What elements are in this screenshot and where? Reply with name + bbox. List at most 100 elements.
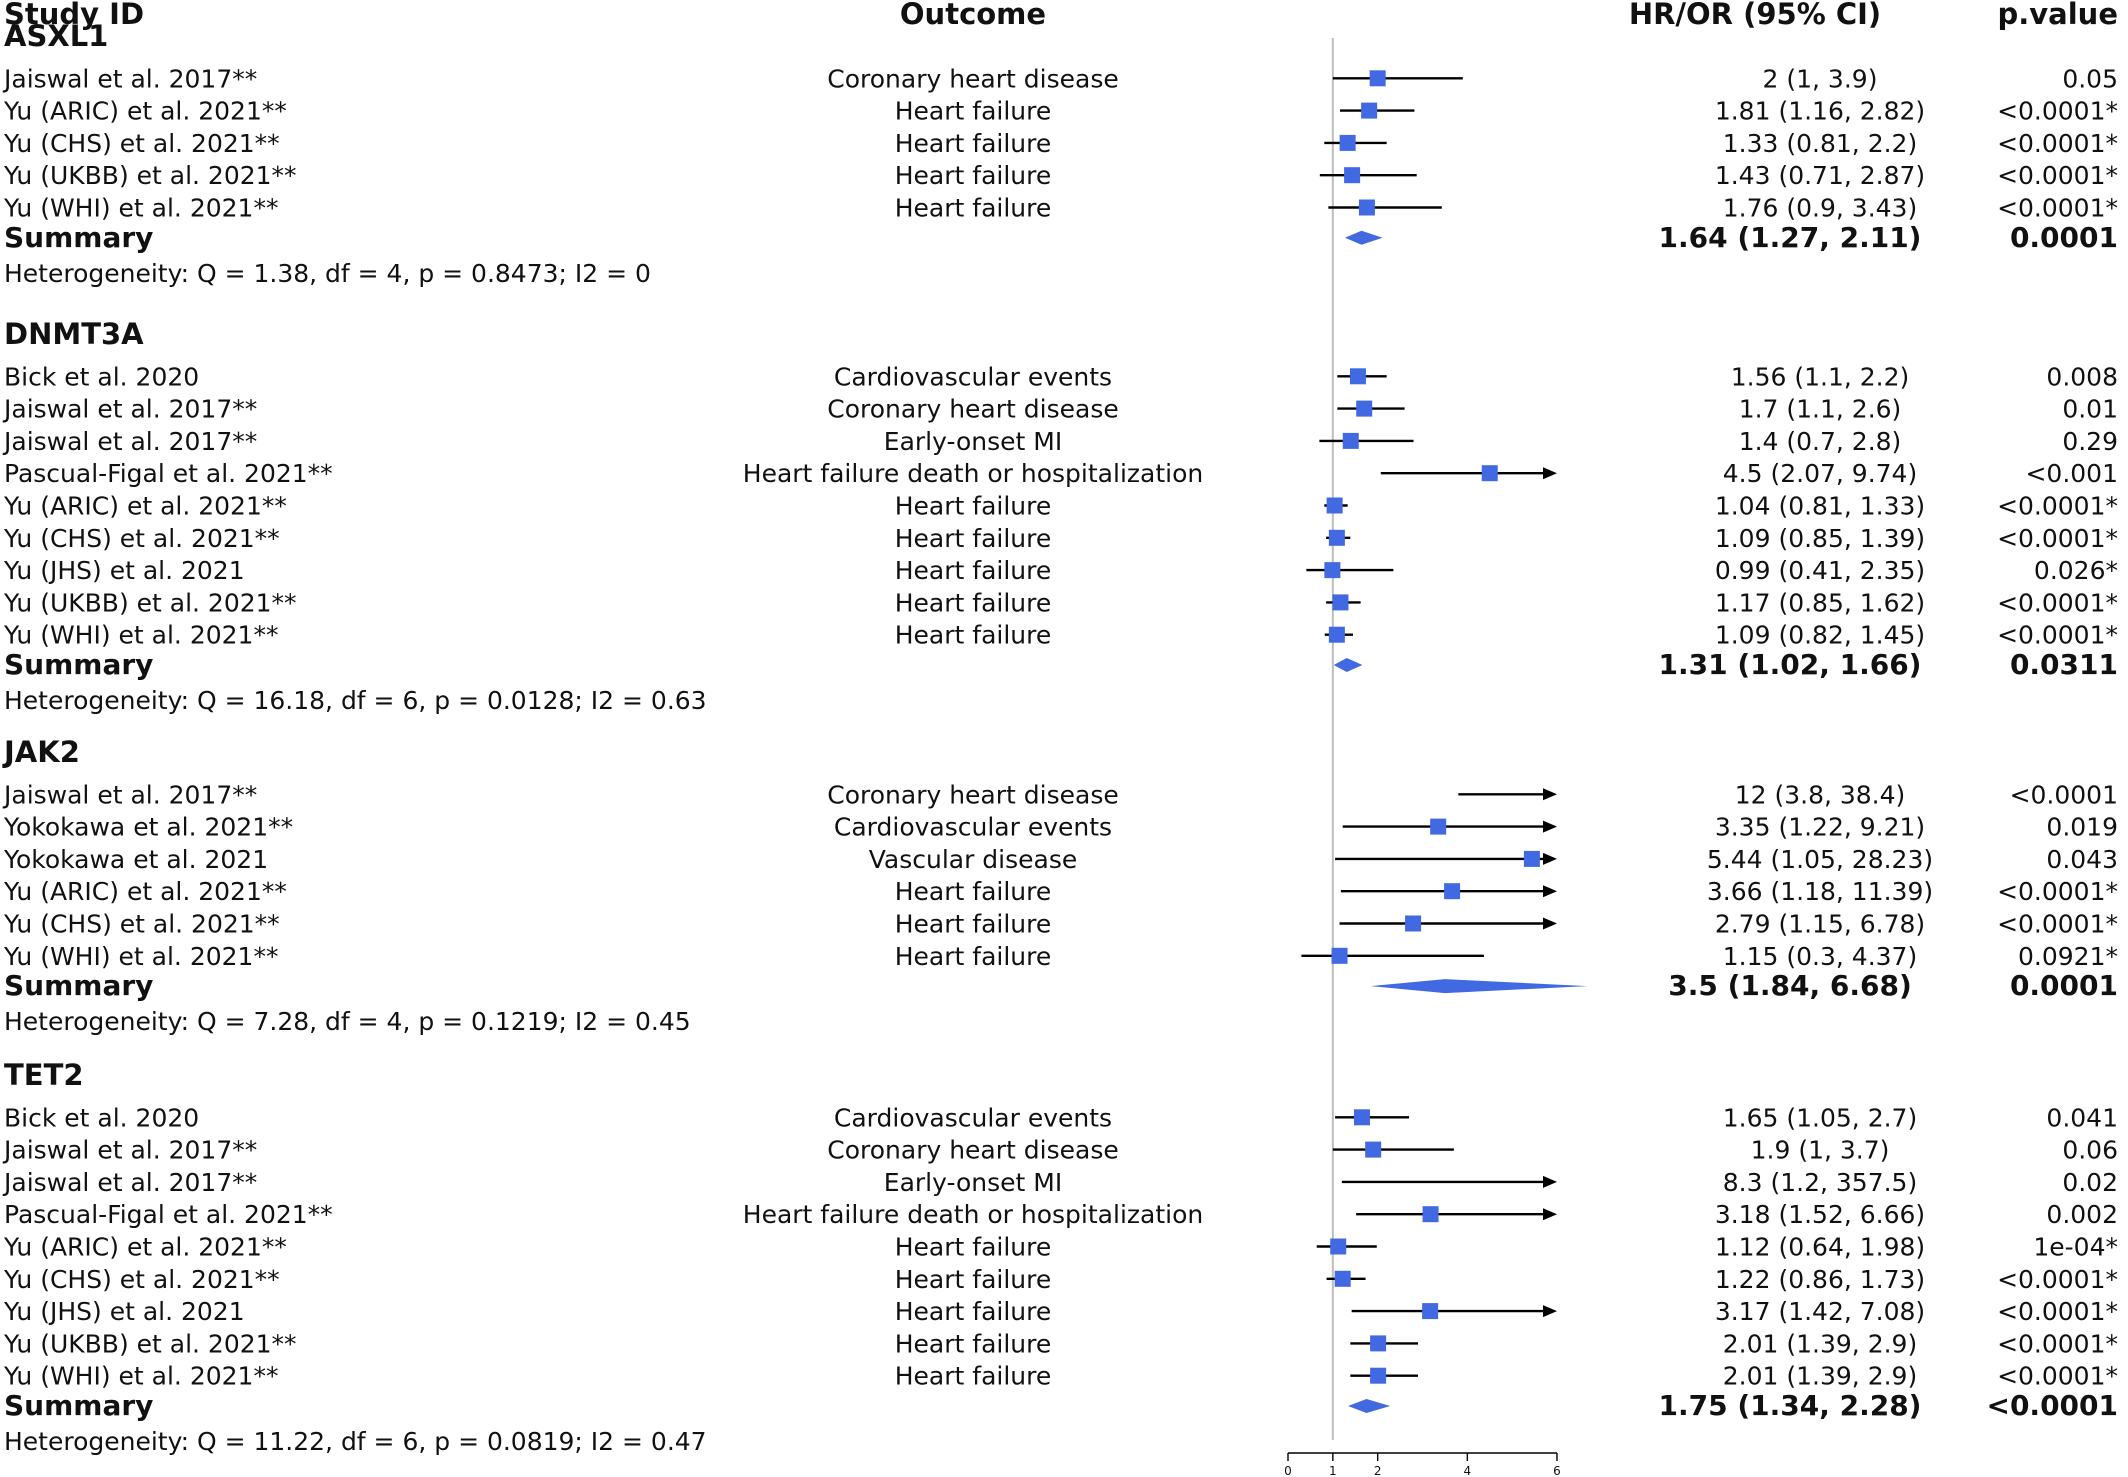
x-axis-tick-label: 0 bbox=[1284, 1464, 1292, 1477]
outcome-label: Heart failure bbox=[895, 910, 1052, 939]
outcome-label: Heart failure death or hospitalization bbox=[743, 459, 1203, 488]
p-value-label: <0.0001* bbox=[1997, 492, 2118, 521]
ci-arrow bbox=[1543, 788, 1557, 801]
ci-arrow bbox=[1543, 467, 1557, 480]
header-study-id: Study ID bbox=[4, 0, 144, 31]
estimate-label: 0.99 (0.41, 2.35) bbox=[1715, 556, 1925, 585]
p-value-label: <0.0001* bbox=[1997, 1297, 2118, 1326]
estimate-marker bbox=[1326, 497, 1343, 514]
group-title: DNMT3A bbox=[4, 317, 144, 351]
estimate-marker bbox=[1353, 1109, 1370, 1126]
p-value-label: <0.0001* bbox=[1997, 621, 2118, 650]
ci-arrow bbox=[1543, 820, 1557, 833]
study-label: Yokokawa et al. 2021** bbox=[3, 813, 293, 842]
x-axis-tick-label: 6 bbox=[1553, 1464, 1561, 1477]
outcome-label: Heart failure bbox=[895, 1297, 1052, 1326]
estimate-marker bbox=[1332, 594, 1349, 611]
outcome-label: Coronary heart disease bbox=[827, 780, 1118, 809]
estimate-marker bbox=[1523, 850, 1540, 867]
outcome-label: Heart failure bbox=[895, 1362, 1052, 1391]
estimate-label: 4.5 (2.07, 9.74) bbox=[1723, 459, 1917, 488]
estimate-label: 1.9 (1, 3.7) bbox=[1751, 1136, 1890, 1165]
summary-estimate: 1.31 (1.02, 1.66) bbox=[1659, 648, 1922, 681]
summary-estimate: 3.5 (1.84, 6.68) bbox=[1668, 969, 1912, 1002]
study-label: Yu (WHI) et al. 2021** bbox=[3, 621, 278, 650]
p-value-label: <0.0001* bbox=[1997, 1362, 2118, 1391]
summary-label: Summary bbox=[4, 969, 153, 1002]
outcome-label: Cardiovascular events bbox=[834, 813, 1112, 842]
study-label: Yu (WHI) et al. 2021** bbox=[3, 1362, 278, 1391]
estimate-label: 3.35 (1.22, 9.21) bbox=[1715, 813, 1925, 842]
outcome-label: Heart failure bbox=[895, 492, 1052, 521]
estimate-marker bbox=[1344, 167, 1361, 184]
group-title: ASXL1 bbox=[4, 19, 108, 53]
p-value-label: <0.0001* bbox=[1997, 161, 2118, 190]
p-value-label: <0.0001* bbox=[1997, 97, 2118, 126]
estimate-marker bbox=[1422, 1206, 1439, 1223]
study-label: Yu (CHS) et al. 2021** bbox=[3, 129, 280, 158]
study-label: Yu (UKBB) et al. 2021** bbox=[3, 1329, 297, 1358]
p-value-label: 1e-04* bbox=[2033, 1233, 2118, 1262]
estimate-label: 1.04 (0.81, 1.33) bbox=[1715, 492, 1925, 521]
estimate-label: 1.4 (0.7, 2.8) bbox=[1739, 427, 1902, 456]
summary-diamond bbox=[1344, 230, 1383, 245]
estimate-marker bbox=[1361, 102, 1378, 119]
study-label: Jaiswal et al. 2017** bbox=[2, 395, 257, 424]
summary-estimate: 1.64 (1.27, 2.11) bbox=[1659, 221, 1922, 254]
summary-label: Summary bbox=[4, 648, 153, 681]
estimate-label: 1.17 (0.85, 1.62) bbox=[1715, 588, 1925, 617]
study-label: Yu (ARIC) et al. 2021** bbox=[3, 1233, 287, 1262]
ci-arrow bbox=[1543, 1175, 1557, 1188]
study-label: Jaiswal et al. 2017** bbox=[2, 64, 257, 93]
estimate-marker bbox=[1330, 1238, 1347, 1255]
heterogeneity-text: Heterogeneity: Q = 11.22, df = 6, p = 0.… bbox=[4, 1427, 707, 1456]
header-outcome: Outcome bbox=[900, 0, 1046, 31]
estimate-marker bbox=[1405, 915, 1422, 932]
ci-arrow bbox=[1543, 885, 1557, 898]
p-value-label: 0.008 bbox=[2046, 362, 2118, 391]
estimate-label: 1.33 (0.81, 2.2) bbox=[1723, 129, 1917, 158]
estimate-marker bbox=[1369, 70, 1386, 87]
estimate-marker bbox=[1370, 1335, 1387, 1352]
x-axis-tick-label: 4 bbox=[1464, 1464, 1472, 1477]
outcome-label: Heart failure bbox=[895, 556, 1052, 585]
p-value-label: <0.0001* bbox=[1997, 1329, 2118, 1358]
estimate-label: 8.3 (1.2, 357.5) bbox=[1723, 1168, 1917, 1197]
p-value-label: 0.026* bbox=[2034, 556, 2118, 585]
estimate-marker bbox=[1339, 134, 1356, 151]
outcome-label: Heart failure bbox=[895, 621, 1052, 650]
estimate-label: 1.12 (0.64, 1.98) bbox=[1715, 1233, 1925, 1262]
heterogeneity-text: Heterogeneity: Q = 7.28, df = 4, p = 0.1… bbox=[4, 1007, 691, 1036]
outcome-label: Heart failure bbox=[895, 1329, 1052, 1358]
estimate-marker bbox=[1444, 883, 1461, 900]
outcome-label: Cardiovascular events bbox=[834, 362, 1112, 391]
estimate-marker bbox=[1481, 465, 1498, 482]
p-value-label: <0.0001* bbox=[1997, 910, 2118, 939]
p-value-label: 0.06 bbox=[2062, 1136, 2118, 1165]
summary-diamond bbox=[1370, 979, 1588, 994]
p-value-label: 0.019 bbox=[2046, 813, 2118, 842]
p-value-label: <0.0001* bbox=[1997, 877, 2118, 906]
estimate-marker bbox=[1349, 368, 1366, 385]
ci-arrow bbox=[1543, 1208, 1557, 1221]
estimate-label: 3.17 (1.42, 7.08) bbox=[1715, 1297, 1925, 1326]
p-value-label: <0.0001 bbox=[2010, 780, 2118, 809]
ci-arrow bbox=[1543, 917, 1557, 930]
estimate-label: 1.7 (1.1, 2.6) bbox=[1739, 395, 1902, 424]
estimate-marker bbox=[1324, 562, 1341, 579]
study-label: Pascual-Figal et al. 2021** bbox=[4, 459, 333, 488]
estimate-label: 5.44 (1.05, 28.23) bbox=[1707, 845, 1933, 874]
estimate-label: 2.79 (1.15, 6.78) bbox=[1715, 910, 1925, 939]
estimate-marker bbox=[1356, 400, 1373, 417]
estimate-marker bbox=[1328, 529, 1345, 546]
p-value-label: 0.002 bbox=[2046, 1200, 2118, 1229]
estimate-label: 2 (1, 3.9) bbox=[1763, 64, 1878, 93]
outcome-label: Heart failure bbox=[895, 588, 1052, 617]
estimate-label: 1.09 (0.85, 1.39) bbox=[1715, 524, 1925, 553]
study-label: Jaiswal et al. 2017** bbox=[2, 427, 257, 456]
outcome-label: Coronary heart disease bbox=[827, 395, 1118, 424]
outcome-label: Heart failure death or hospitalization bbox=[743, 1200, 1203, 1229]
x-axis-tick-label: 2 bbox=[1374, 1464, 1382, 1477]
